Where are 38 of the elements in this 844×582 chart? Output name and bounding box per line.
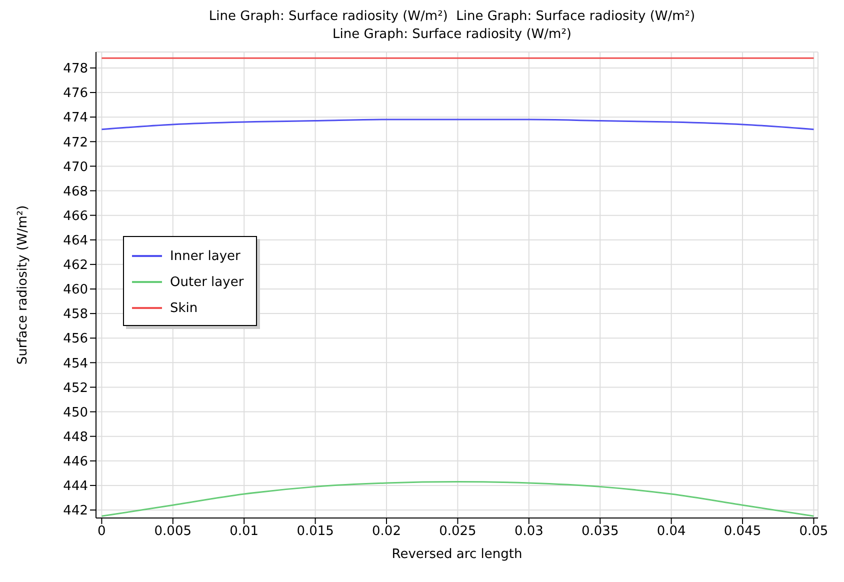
x-tick-label: 0.035 [582,524,619,540]
line-series [100,481,814,517]
legend-label: Skin [170,300,198,316]
x-tick-label: 0 [98,524,106,540]
y-tick-label: 442 [63,504,88,519]
y-tick-label: 470 [63,160,88,175]
y-tick-label: 468 [63,184,88,200]
x-tick-label: 0.02 [372,524,401,540]
y-tick-label: 444 [63,479,88,494]
y-tick-label: 448 [63,430,88,445]
y-axis-title: Surface radiosity (W/m²) [16,205,31,365]
y-tick-label: 472 [63,135,88,150]
y-tick-label: 476 [63,86,88,102]
y-tick-label: 462 [63,258,88,274]
x-tick-label: 0.025 [439,524,476,540]
x-axis-title: Reversed arc length [392,547,522,562]
y-tick-label: 478 [63,62,88,77]
x-tick-label: 0.04 [656,524,686,540]
line-series [100,118,814,130]
legend-label: Outer layer [170,274,244,290]
x-tick-label: 0.01 [230,524,259,540]
x-tick-label: 0.045 [724,524,762,540]
x-tick-label: 0.05 [799,524,828,540]
y-tick-label: 456 [63,332,88,347]
y-tick-label: 464 [63,233,88,248]
y-tick-label: 460 [63,282,88,298]
chart-title: Line Graph: Surface radiosity (W/m²) Line Graph: Surface radiosity (W/m²) Line Graph: Surface radiosity (W/m²) [208,8,696,44]
legend-label: Inner layer [170,248,240,264]
y-tick-label: 458 [63,307,88,322]
x-tick-label: 0.015 [296,524,334,540]
x-tick-label: 0.005 [154,524,192,540]
y-tick-label: 452 [63,380,88,396]
y-tick-label: 450 [63,405,88,420]
y-tick-label: 466 [63,208,88,224]
y-tick-label: 474 [63,110,88,126]
y-tick-label: 454 [63,356,88,372]
y-tick-label: 446 [63,454,88,470]
x-tick-label: 0.03 [514,524,544,540]
